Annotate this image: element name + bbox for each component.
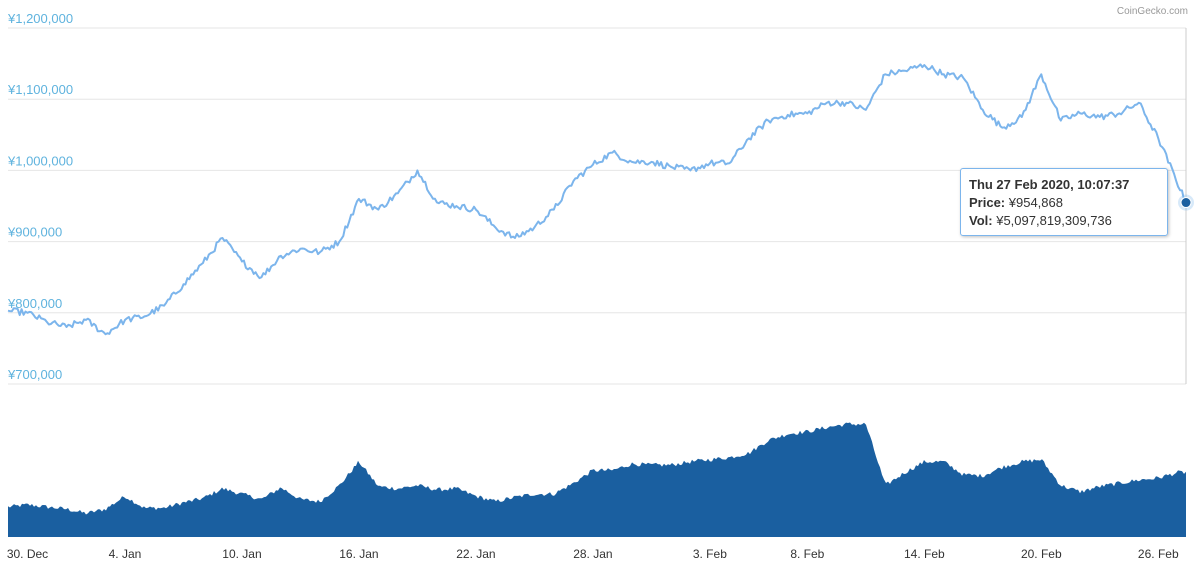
tooltip-vol-value: ¥5,097,819,309,736 — [996, 213, 1112, 228]
y-tick-label: ¥1,000,000 — [7, 153, 73, 168]
credit-label[interactable]: CoinGecko.com — [1117, 6, 1188, 17]
price-line-layer — [7, 63, 1187, 336]
hover-marker[interactable] — [1180, 197, 1192, 209]
crosshair — [1178, 28, 1194, 384]
tooltip-price-label: Price: — [969, 195, 1006, 210]
tooltip-price-value: ¥954,868 — [1008, 195, 1063, 210]
y-tick-label: ¥800,000 — [7, 296, 62, 311]
tooltip-price-row: Price: ¥954,868 — [969, 194, 1159, 212]
volume-area-path — [8, 422, 1186, 537]
y-tick-label: ¥1,100,000 — [7, 82, 73, 97]
x-tick-label: 28. Jan — [573, 547, 612, 561]
x-tick-label: 30. Dec — [7, 547, 48, 561]
x-tick-label: 4. Jan — [109, 547, 142, 561]
y-axis-labels: ¥700,000 ¥800,000 ¥900,000 ¥1,000,000 ¥1,100… — [7, 11, 73, 382]
tooltip-vol-label: Vol: — [969, 213, 993, 228]
price-line — [7, 63, 1187, 336]
y-tick-label: ¥700,000 — [7, 367, 62, 382]
x-tick-label: 10. Jan — [222, 547, 261, 561]
x-tick-label: 20. Feb — [1021, 547, 1062, 561]
x-tick-label: 22. Jan — [456, 547, 495, 561]
x-tick-label: 16. Jan — [339, 547, 378, 561]
x-tick-label: 8. Feb — [790, 547, 824, 561]
tooltip-vol-row: Vol: ¥5,097,819,309,736 — [969, 212, 1159, 230]
x-tick-label: 14. Feb — [904, 547, 945, 561]
tooltip-date: Thu 27 Feb 2020, 10:07:37 — [969, 177, 1130, 192]
y-tick-label: ¥1,200,000 — [7, 11, 73, 26]
y-tick-label: ¥900,000 — [7, 225, 62, 240]
grid-lines — [8, 27, 1186, 385]
volume-area — [8, 422, 1186, 537]
x-tick-label: 3. Feb — [693, 547, 727, 561]
x-tick-label: 26. Feb — [1138, 547, 1179, 561]
x-axis-labels: 30. Dec 4. Jan 10. Jan 16. Jan 22. Jan 28. Ja… — [7, 547, 1179, 561]
tooltip: Thu 27 Feb 2020, 10:07:37 Price: ¥954,86… — [960, 168, 1168, 236]
